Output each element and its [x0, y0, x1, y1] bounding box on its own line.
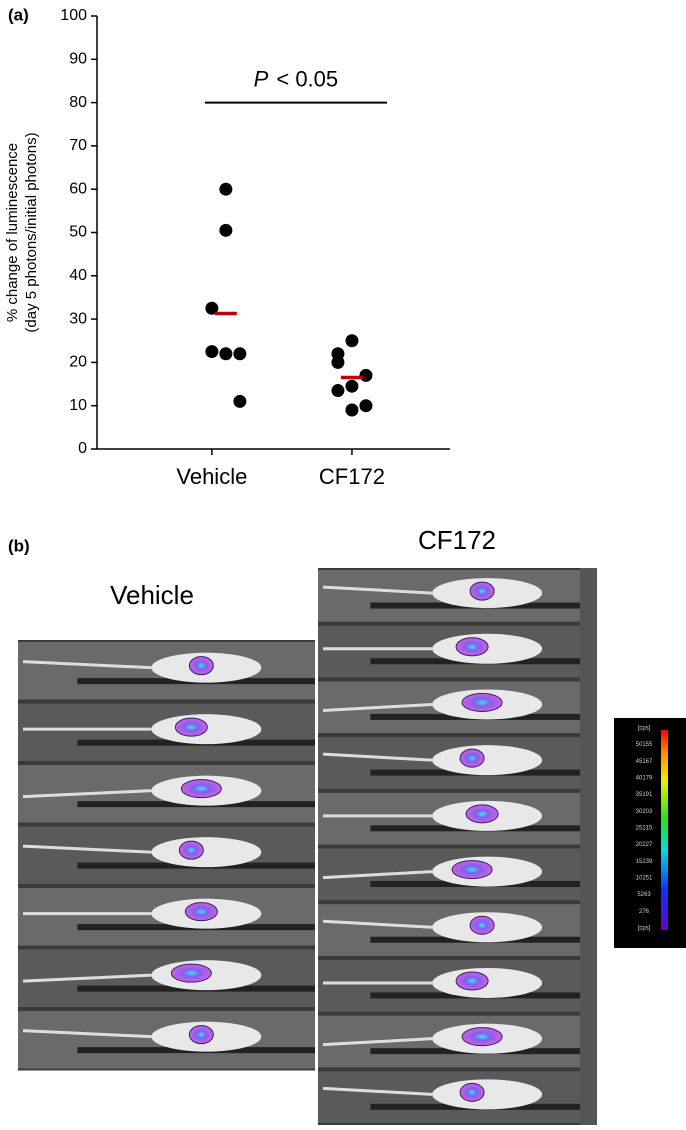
photos: [18, 568, 597, 1125]
mouse: [432, 1079, 543, 1110]
signal: [188, 1025, 214, 1045]
data-point: [359, 368, 373, 382]
mouse: [432, 745, 543, 776]
signal: [184, 902, 218, 922]
signal: [178, 840, 204, 860]
y-tick-label: 40: [69, 267, 87, 284]
signal: [469, 581, 495, 601]
tail: [322, 702, 433, 712]
panel-label: (a): [8, 5, 29, 24]
data-point: [331, 355, 345, 369]
tail: [22, 1029, 152, 1039]
x-tick-label: CF172: [319, 464, 385, 489]
y-tick-label: 0: [78, 440, 87, 457]
signal: [174, 717, 208, 737]
colorbar-label: 20227: [636, 842, 653, 848]
x-tick-label: Vehicle: [176, 464, 247, 489]
y-axis-label: (day 5 photons/initial photons): [23, 132, 40, 332]
signal: [170, 963, 212, 983]
signal: [455, 637, 489, 657]
tail: [22, 789, 152, 799]
data-point: [219, 347, 233, 361]
tail: [322, 919, 433, 929]
colorbar-label: 276: [639, 909, 650, 915]
colorbar-label: [cps]: [638, 926, 651, 932]
significance-label: P < 0.05: [254, 66, 338, 91]
tail: [22, 660, 152, 670]
signal: [459, 1082, 485, 1102]
image-title: CF172: [418, 525, 496, 555]
data-point: [331, 384, 345, 398]
signal: [469, 915, 495, 935]
y-tick-label: 20: [69, 354, 87, 371]
tail: [322, 752, 433, 762]
y-axis-label: % change of luminescence: [4, 143, 21, 322]
data-point: [359, 399, 373, 413]
tail: [322, 870, 433, 880]
signal: [459, 748, 485, 768]
p-symbol: P: [254, 66, 269, 91]
colorbar: [661, 730, 668, 930]
data-point: [219, 223, 233, 237]
data-point: [205, 301, 219, 315]
y-tick-label: 10: [69, 397, 87, 414]
y-tick-label: 80: [69, 94, 87, 111]
signal: [455, 971, 489, 991]
data-point: [233, 394, 247, 408]
signal: [461, 1027, 503, 1047]
tail: [322, 1037, 433, 1047]
colorbar-label: 10251: [636, 876, 653, 882]
tail: [22, 973, 152, 983]
y-tick-label: 100: [60, 7, 87, 24]
data-point: [233, 347, 247, 361]
tail: [22, 844, 152, 854]
data-point: [345, 403, 359, 417]
panel-label: (b): [8, 536, 30, 555]
y-tick-label: 70: [69, 137, 87, 154]
y-tick-label: 30: [69, 310, 87, 327]
signal: [180, 779, 222, 799]
signal: [461, 692, 503, 712]
colorbar-label: 50155: [636, 742, 653, 748]
colorbar-frame: [614, 718, 686, 948]
colorbar-label: 45167: [636, 759, 653, 765]
y-tick-label: 50: [69, 224, 87, 241]
colorbar-label: 40179: [636, 776, 653, 782]
signal: [465, 804, 499, 824]
data-point: [219, 182, 233, 196]
colorbar-label: 35191: [636, 792, 653, 798]
colorbar-label: 15239: [636, 859, 653, 865]
image-title: Vehicle: [110, 580, 194, 610]
data-point: [345, 379, 359, 393]
colorbar-label: 30203: [636, 809, 653, 815]
tail: [322, 585, 433, 595]
tail: [322, 1086, 433, 1096]
signal: [188, 656, 214, 676]
colorbar-label: [cps]: [638, 726, 651, 732]
colorbar-label: 25215: [636, 826, 653, 832]
photo-strip: [580, 568, 597, 1125]
colorbar-label: 5263: [637, 892, 651, 898]
signal: [451, 860, 493, 880]
y-tick-label: 60: [69, 180, 87, 197]
mouse: [151, 837, 262, 868]
data-point: [345, 334, 359, 348]
data-point: [205, 345, 219, 359]
p-value: < 0.05: [276, 66, 338, 91]
y-tick-label: 90: [69, 51, 87, 68]
